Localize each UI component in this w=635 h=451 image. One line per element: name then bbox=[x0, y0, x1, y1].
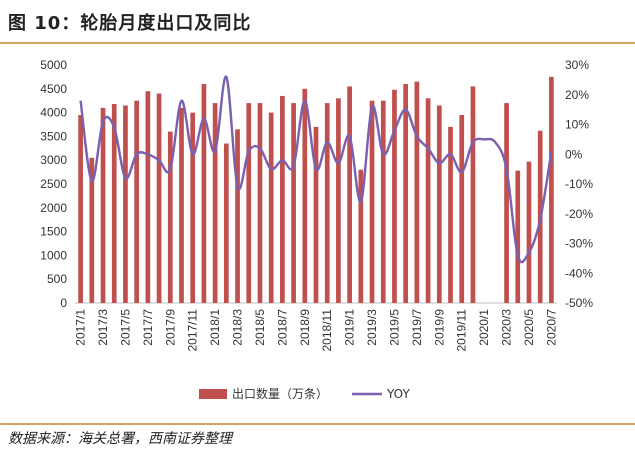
bar bbox=[89, 157, 95, 303]
left-tick-label: 0 bbox=[60, 296, 67, 310]
x-tick-label: 2019/5 bbox=[387, 309, 401, 346]
bar bbox=[448, 126, 453, 303]
tire-export-chart: 0 500 1000 1500 2000 2500 3000 3500 4000 4500 5000… bbox=[40, 58, 593, 401]
bar bbox=[235, 129, 240, 303]
bar bbox=[280, 95, 285, 303]
x-tick-label: 2019/7 bbox=[410, 309, 424, 346]
bar bbox=[201, 84, 207, 303]
bar bbox=[358, 169, 364, 303]
bar-series bbox=[78, 76, 554, 304]
right-axis-ticks: -50% -40% -30% -20% -10% 0% 10% 20% 30% bbox=[565, 58, 593, 310]
x-tick-label: 2018/9 bbox=[298, 309, 312, 346]
bar bbox=[100, 107, 106, 303]
x-tick-label: 2017/7 bbox=[141, 309, 155, 346]
bar bbox=[291, 103, 296, 303]
bar bbox=[257, 103, 263, 303]
right-tick-label: -30% bbox=[565, 237, 593, 251]
bar bbox=[268, 112, 274, 303]
bar bbox=[212, 103, 218, 303]
bar bbox=[313, 126, 319, 303]
figure-header: 图 10：轮胎月度出口及同比 bbox=[0, 0, 635, 44]
left-tick-label: 1000 bbox=[40, 248, 67, 262]
x-tick-label: 2017/1 bbox=[74, 309, 88, 346]
left-tick-label: 2500 bbox=[40, 177, 67, 191]
bar bbox=[347, 86, 352, 303]
left-axis-ticks: 0 500 1000 1500 2000 2500 3000 3500 4000 4500 5000 bbox=[40, 58, 67, 310]
left-tick-label: 500 bbox=[47, 272, 67, 286]
bar bbox=[324, 103, 330, 303]
x-tick-label: 2017/9 bbox=[163, 309, 177, 346]
bar bbox=[515, 170, 521, 303]
bar bbox=[425, 98, 431, 303]
x-tick-label: 2017/3 bbox=[96, 309, 110, 346]
bar bbox=[436, 105, 442, 304]
right-tick-label: 10% bbox=[565, 118, 589, 132]
bottom-divider bbox=[0, 423, 635, 425]
bar bbox=[392, 89, 397, 303]
bar bbox=[369, 100, 375, 303]
x-tick-label: 2018/3 bbox=[231, 309, 245, 346]
x-axis-ticks: 2017/1 2017/3 2017/5 2017/7 2017/9 2017/11 201… bbox=[74, 309, 559, 352]
left-tick-label: 5000 bbox=[40, 58, 67, 72]
top-divider bbox=[0, 42, 635, 44]
x-tick-label: 2018/7 bbox=[275, 309, 289, 346]
bar bbox=[403, 84, 409, 303]
left-tick-label: 3500 bbox=[40, 129, 67, 143]
bar bbox=[302, 88, 308, 303]
left-tick-label: 2000 bbox=[40, 201, 67, 215]
right-tick-label: 0% bbox=[565, 147, 583, 161]
right-tick-label: 30% bbox=[565, 58, 589, 72]
x-tick-label: 2019/3 bbox=[365, 309, 379, 346]
legend-bar-swatch bbox=[199, 389, 227, 399]
x-tick-label: 2018/1 bbox=[208, 309, 222, 346]
bar bbox=[145, 91, 151, 304]
x-tick-label: 2020/1 bbox=[477, 309, 491, 346]
legend-bar-label: 出口数量（万条） bbox=[232, 386, 328, 401]
bar bbox=[526, 161, 532, 303]
left-tick-label: 3000 bbox=[40, 153, 67, 167]
right-tick-label: -40% bbox=[565, 266, 593, 280]
x-tick-label: 2019/1 bbox=[343, 309, 357, 346]
right-tick-label: -50% bbox=[565, 296, 593, 310]
figure-title: 图 10：轮胎月度出口及同比 bbox=[8, 13, 252, 34]
bar bbox=[414, 81, 420, 303]
x-tick-label: 2018/11 bbox=[320, 309, 334, 352]
bar bbox=[111, 104, 117, 303]
bar bbox=[380, 100, 386, 303]
x-tick-label: 2020/7 bbox=[544, 309, 558, 346]
bar bbox=[78, 114, 83, 303]
x-tick-label: 2018/5 bbox=[253, 309, 267, 346]
right-tick-label: -20% bbox=[565, 207, 593, 221]
bar bbox=[470, 86, 476, 303]
legend-line-label: YOY bbox=[386, 387, 410, 401]
left-tick-label: 4000 bbox=[40, 106, 67, 120]
x-tick-label: 2019/11 bbox=[455, 309, 469, 352]
left-tick-label: 4500 bbox=[40, 82, 67, 96]
bar bbox=[167, 131, 173, 303]
legend: 出口数量（万条） YOY bbox=[199, 386, 410, 401]
bar bbox=[123, 105, 128, 304]
bar bbox=[246, 103, 252, 303]
right-tick-label: 20% bbox=[565, 88, 589, 102]
x-tick-label: 2020/5 bbox=[522, 309, 536, 346]
bar bbox=[504, 103, 509, 303]
source-note: 数据来源：海关总署，西南证券整理 bbox=[8, 431, 232, 447]
right-tick-label: -10% bbox=[565, 177, 593, 191]
x-tick-label: 2017/11 bbox=[186, 309, 200, 352]
bar bbox=[179, 107, 184, 303]
left-tick-label: 1500 bbox=[40, 225, 67, 239]
yoy-line bbox=[79, 75, 553, 264]
bar bbox=[549, 76, 554, 304]
bar bbox=[190, 112, 196, 303]
bar bbox=[223, 143, 229, 303]
x-tick-label: 2020/3 bbox=[500, 309, 514, 346]
bar bbox=[156, 93, 162, 303]
bar bbox=[336, 98, 341, 303]
x-tick-label: 2019/9 bbox=[432, 309, 446, 346]
bar bbox=[459, 114, 465, 303]
x-tick-label: 2017/5 bbox=[118, 309, 132, 346]
bar bbox=[134, 100, 140, 303]
